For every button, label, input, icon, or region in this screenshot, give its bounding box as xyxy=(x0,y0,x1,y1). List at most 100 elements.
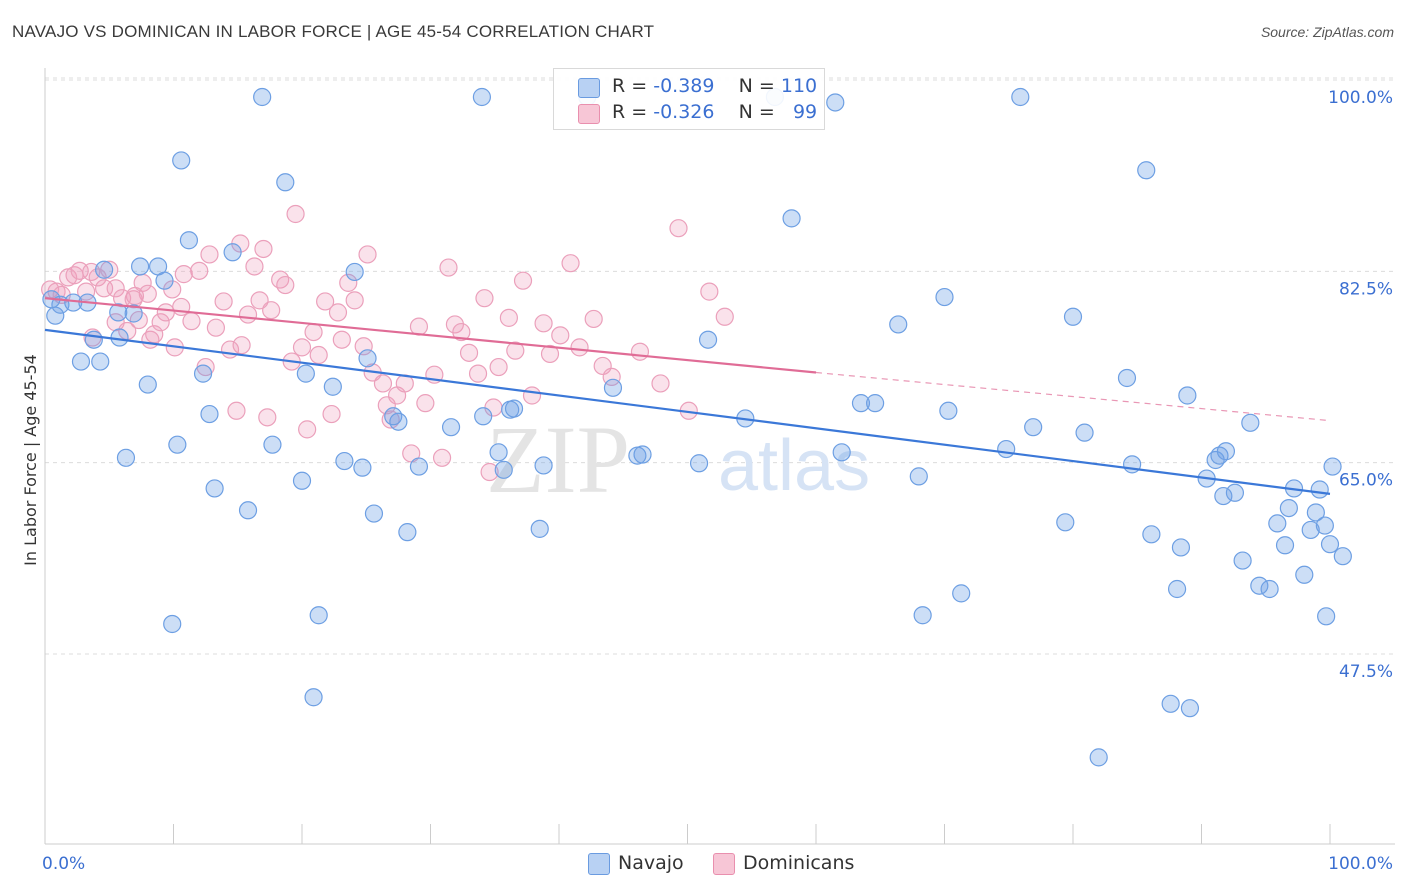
dominicans-point xyxy=(156,303,175,322)
navajo-point xyxy=(530,519,549,538)
dominicans-point xyxy=(416,394,435,413)
dominicans-point xyxy=(214,292,233,311)
dominicans-point xyxy=(506,341,525,360)
navajo-point xyxy=(633,445,652,464)
navajo-point xyxy=(253,87,272,107)
y-tick-label: 82.5% xyxy=(1339,279,1393,299)
source-label: Source: ZipAtlas.com xyxy=(1260,24,1394,40)
dominicans-point xyxy=(125,286,145,306)
series-label-dominicans: Dominicans xyxy=(743,852,855,874)
navajo-point xyxy=(155,271,174,290)
navajo-point xyxy=(398,523,417,542)
navajo-point xyxy=(1315,516,1334,535)
navajo-point xyxy=(116,448,136,467)
navajo-point xyxy=(1233,551,1252,570)
navajo-point xyxy=(1178,386,1197,405)
navajo-point xyxy=(1241,413,1260,432)
navajo-point xyxy=(1268,514,1287,533)
y-tick-label: 100.0% xyxy=(1328,88,1393,108)
dominicans-point xyxy=(513,271,533,290)
dominicans-trend-line xyxy=(44,297,817,374)
x-tick-labels: 0.0% 100.0% xyxy=(42,854,1393,874)
dominicans-point xyxy=(475,289,494,308)
navajo-point xyxy=(1180,699,1200,718)
navajo-point xyxy=(1011,87,1030,107)
dominicans-point xyxy=(373,374,393,393)
navajo-point xyxy=(889,315,908,334)
series-legend: Navajo Dominicans xyxy=(0,851,1406,879)
dominicans-point xyxy=(332,330,351,349)
navajo-point xyxy=(1214,486,1233,506)
dominicans-point xyxy=(298,420,317,439)
navajo-point xyxy=(1225,483,1245,502)
navajo-point xyxy=(939,401,958,420)
navajo-point xyxy=(296,364,315,383)
navajo-point xyxy=(1024,418,1043,437)
dominicans-point xyxy=(106,279,125,298)
dominicans-point xyxy=(250,291,269,310)
navajo-point xyxy=(698,330,718,349)
navajo-point xyxy=(1167,579,1187,599)
navajo-point xyxy=(124,304,143,323)
navajo-point xyxy=(1275,536,1295,555)
dominicans-point xyxy=(304,322,323,342)
navajo-trend-line xyxy=(44,328,1331,495)
dominicans-point xyxy=(540,344,560,364)
dominicans-point xyxy=(262,301,281,320)
dominicans-point xyxy=(468,364,488,383)
dominicans-point xyxy=(316,292,335,311)
legend-r-value-navajo: -0.389 xyxy=(653,75,715,97)
navajo-point xyxy=(1137,161,1156,180)
navajo-point xyxy=(95,260,114,279)
dominicans-point xyxy=(354,337,373,356)
navajo-point xyxy=(263,435,282,454)
navajo-point xyxy=(304,688,323,707)
series-swatch-navajo xyxy=(588,853,610,875)
data-points xyxy=(41,87,1352,767)
x-tick-label: 100.0% xyxy=(1328,854,1393,874)
navajo-point xyxy=(1323,457,1342,476)
dominicans-point xyxy=(151,313,170,332)
dominicans-point xyxy=(271,270,290,289)
navajo-point xyxy=(1216,442,1236,461)
navajo-point xyxy=(1063,307,1083,326)
dominicans-point xyxy=(254,239,273,259)
dominicans-trend-extension xyxy=(815,371,1331,422)
navajo-point xyxy=(276,173,295,192)
watermark: ZIP atlas xyxy=(486,406,870,513)
grid-lines xyxy=(45,77,1395,655)
y-axis-label: In Labor Force | Age 45-54 xyxy=(21,354,40,566)
navajo-point xyxy=(109,303,128,322)
axes xyxy=(44,68,1395,845)
x-tick-label: 0.0% xyxy=(42,854,85,874)
dominicans-point xyxy=(322,404,341,424)
dominicans-point xyxy=(200,245,219,264)
navajo-point xyxy=(1260,579,1279,599)
navajo-point xyxy=(84,330,103,349)
dominicans-point xyxy=(182,312,201,331)
navajo-point xyxy=(935,287,954,307)
navajo-point xyxy=(489,443,508,462)
dominicans-point xyxy=(100,260,119,279)
dominicans-point xyxy=(534,314,553,333)
dominicans-point xyxy=(715,307,734,326)
dominicans-point xyxy=(245,257,264,276)
navajo-point xyxy=(172,151,191,170)
dominicans-point xyxy=(309,345,328,365)
legend-r-value-dominicans: -0.326 xyxy=(653,101,715,123)
dominicans-point xyxy=(174,265,193,284)
navajo-point xyxy=(323,377,342,396)
navajo-point xyxy=(335,451,354,471)
legend-r-label: R = xyxy=(612,75,648,97)
navajo-point xyxy=(1142,525,1161,544)
legend-n-value-dominicans: 99 xyxy=(792,101,818,123)
navajo-point xyxy=(782,209,801,228)
dominicans-point xyxy=(227,401,246,420)
legend-swatch-navajo xyxy=(578,78,600,98)
correlation-legend: R = -0.389 N = 110 R = -0.326 N = 99 xyxy=(553,68,825,130)
dominicans-point xyxy=(328,303,348,322)
navajo-point xyxy=(389,412,408,431)
legend-n-value-navajo: 110 xyxy=(780,75,818,97)
dominicans-point xyxy=(358,245,377,264)
